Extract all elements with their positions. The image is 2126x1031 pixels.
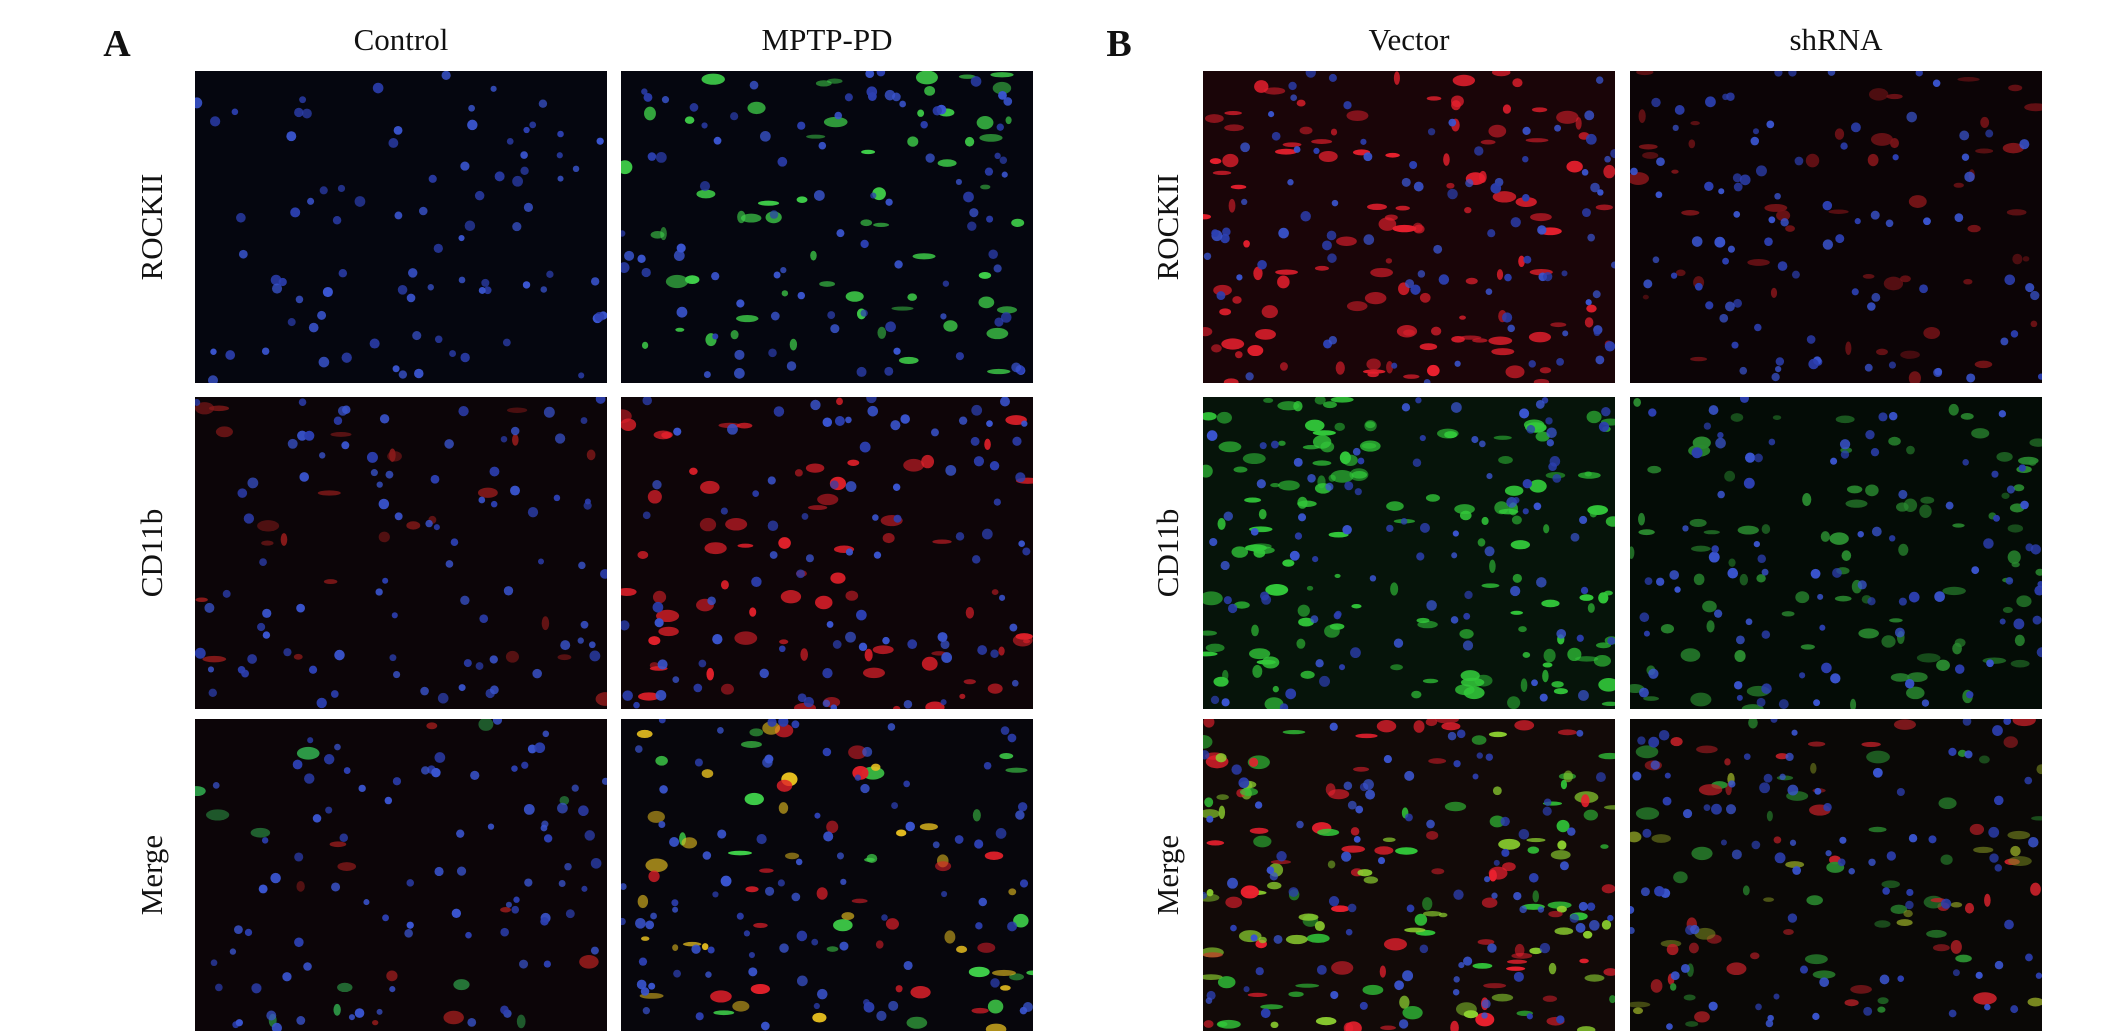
column-label: MPTP-PD — [762, 22, 893, 57]
micrograph — [621, 397, 1033, 709]
micrograph — [195, 719, 607, 1031]
panel-label: B — [1106, 23, 1131, 65]
micrograph — [1630, 71, 2042, 383]
micrograph — [1630, 397, 2042, 709]
micrograph — [1203, 71, 1615, 383]
micrograph — [1630, 719, 2042, 1031]
micrograph — [195, 71, 607, 383]
row-label: CD11b — [1150, 509, 1185, 597]
micrograph — [1203, 397, 1615, 709]
row-label: ROCKII — [1150, 174, 1185, 281]
micrograph — [195, 397, 607, 709]
micrograph — [621, 719, 1033, 1031]
micrograph — [621, 71, 1033, 383]
micrograph — [1203, 719, 1615, 1031]
row-label: Merge — [134, 835, 169, 915]
column-label: Control — [354, 22, 449, 57]
row-label: CD11b — [134, 509, 169, 597]
column-label: shRNA — [1789, 22, 1883, 57]
panel-label: A — [103, 23, 131, 65]
column-label: Vector — [1369, 22, 1451, 57]
row-label: ROCKII — [134, 174, 169, 281]
row-label: Merge — [1150, 835, 1185, 915]
